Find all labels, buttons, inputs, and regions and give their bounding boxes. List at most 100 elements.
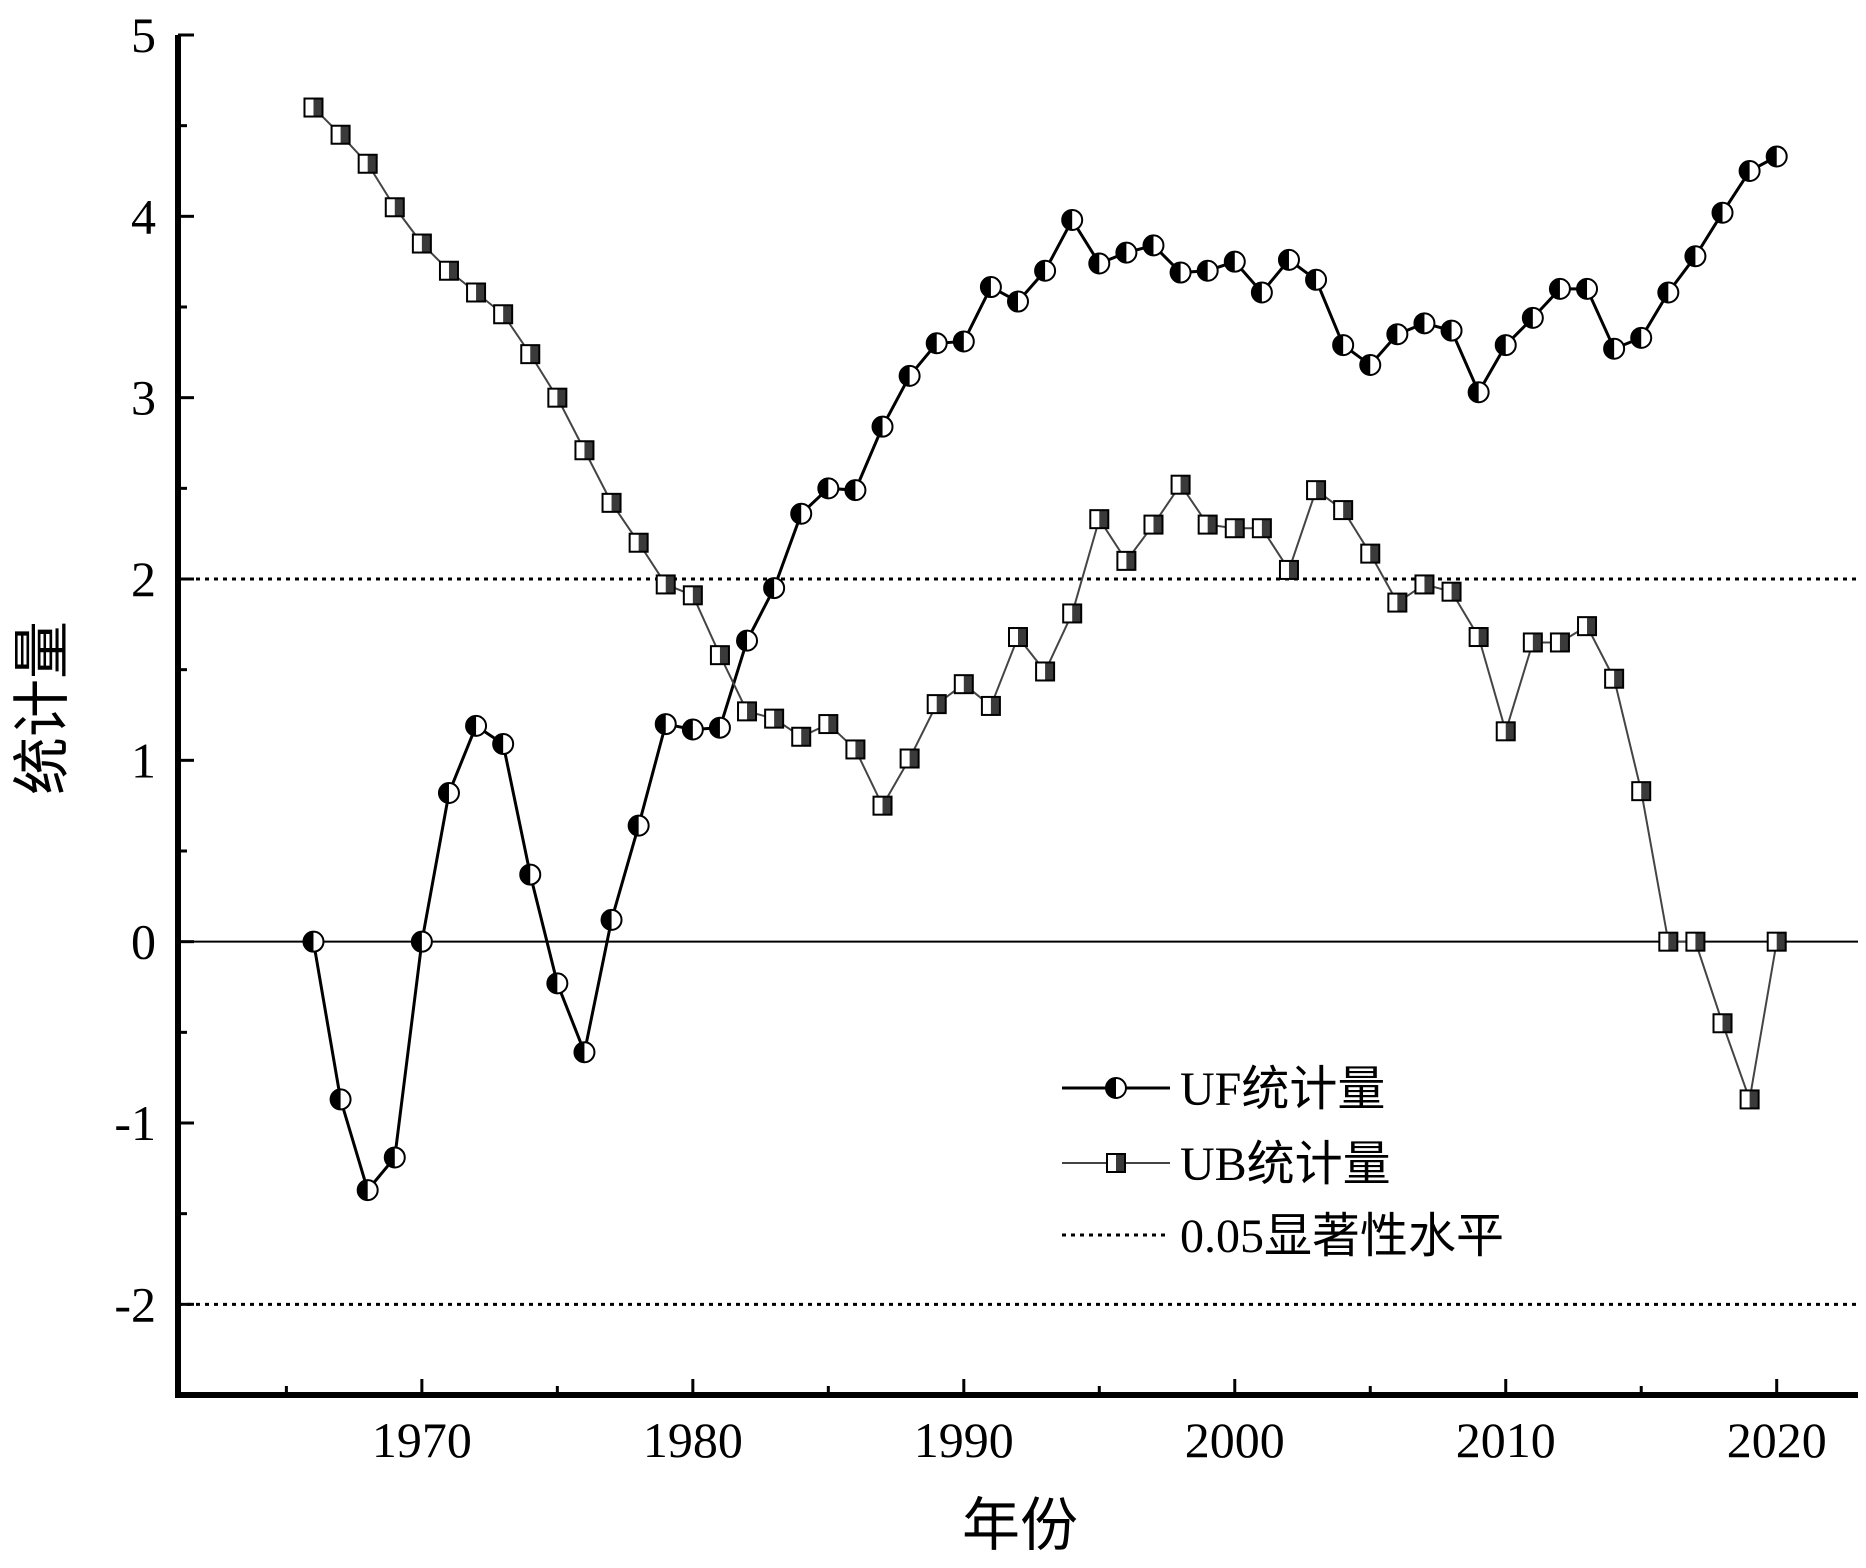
marker-outline [1738, 160, 1761, 182]
marker-half [1505, 722, 1515, 741]
x-axis-title: 年份 [962, 1491, 1078, 1559]
marker-outline [438, 260, 459, 281]
marker-half [845, 480, 856, 501]
marker-outline [1170, 474, 1191, 495]
marker-half [448, 261, 458, 280]
data-point-ub [1062, 603, 1083, 624]
marker-half [1018, 628, 1027, 647]
marker-outline [574, 440, 595, 461]
marker-outline [1494, 334, 1517, 357]
data-point-uf [1684, 245, 1707, 268]
marker-half [980, 277, 991, 298]
data-point-ub [1766, 931, 1787, 952]
marker-half [1495, 335, 1506, 356]
marker-outline [1169, 261, 1192, 284]
data-point-uf [1007, 290, 1029, 313]
marker-half [1478, 628, 1488, 647]
data-point-ub [1333, 500, 1354, 521]
data-point-ub [980, 695, 1001, 716]
data-point-uf [302, 930, 325, 953]
data-point-uf [1250, 281, 1273, 304]
data-point-ub [1306, 480, 1327, 501]
marker-half [963, 675, 973, 694]
marker-outline [1467, 381, 1490, 404]
marker-outline [655, 574, 676, 595]
marker-outline [1711, 201, 1734, 224]
marker-half [1658, 282, 1669, 303]
data-point-ub [845, 739, 866, 760]
data-point-uf [437, 781, 460, 804]
marker-half [1387, 324, 1398, 345]
marker-half [1641, 782, 1651, 801]
data-point-uf [627, 814, 650, 837]
marker-half [1306, 269, 1317, 290]
marker-half [1577, 278, 1588, 299]
marker-half [503, 305, 513, 324]
marker-outline [817, 477, 840, 500]
data-point-ub [1549, 632, 1570, 653]
marker-half [1261, 519, 1271, 538]
marker-outline [465, 714, 488, 737]
legend-marker-ub [1106, 1153, 1126, 1173]
legend: UF统计量 UB统计量 0.05显著性水平 [1062, 1063, 1504, 1263]
marker-outline [791, 726, 812, 747]
marker-half [584, 441, 594, 460]
data-point-uf [844, 479, 867, 502]
marker-half [530, 345, 540, 364]
marker-outline [1277, 248, 1300, 271]
marker-half [774, 709, 784, 728]
marker-outline [1766, 931, 1787, 952]
marker-half [1045, 662, 1055, 681]
marker-half [655, 714, 666, 735]
data-point-ub [1035, 661, 1056, 682]
marker-half [1316, 481, 1326, 500]
data-point-ub [574, 440, 595, 461]
data-point-uf [979, 276, 1002, 299]
marker-outline [1549, 632, 1570, 653]
data-point-uf [1630, 326, 1653, 349]
data-point-uf [708, 716, 731, 739]
marker-outline [330, 124, 351, 145]
marker-half [340, 125, 350, 144]
marker-outline [1223, 250, 1246, 273]
marker-outline [1034, 259, 1057, 282]
marker-half [665, 575, 675, 594]
series-uf [302, 145, 1788, 1202]
marker-half [367, 154, 377, 173]
marker-half [1559, 633, 1569, 652]
data-point-ub [1360, 543, 1381, 564]
data-point-uf [1359, 354, 1382, 377]
marker-half [1360, 355, 1371, 376]
legend-label-ub: UB统计量 [1180, 1138, 1391, 1191]
data-point-uf [654, 713, 677, 736]
data-point-uf [1061, 208, 1084, 231]
marker-half [1451, 582, 1461, 601]
data-point-ub [1495, 721, 1516, 742]
marker-half [1278, 249, 1289, 270]
marker-outline [1577, 616, 1598, 637]
marker-half [791, 503, 802, 524]
marker-outline [383, 1146, 406, 1169]
data-point-ub [818, 714, 839, 735]
marker-outline [1685, 931, 1706, 952]
data-point-uf [1765, 145, 1788, 168]
marker-outline [654, 713, 677, 736]
marker-half [574, 1042, 585, 1063]
data-point-ub [899, 748, 920, 769]
marker-outline [1657, 281, 1680, 304]
marker-outline [1142, 234, 1165, 257]
data-point-ub [1008, 627, 1028, 648]
marker-outline [1684, 245, 1707, 268]
marker-half [1035, 260, 1046, 281]
data-point-uf [1305, 268, 1328, 291]
marker-outline [980, 695, 1001, 716]
data-point-uf [1142, 234, 1165, 257]
data-point-uf [1738, 160, 1761, 182]
legend-marker-uf-shape [1105, 1077, 1127, 1099]
data-point-ub [1604, 668, 1625, 689]
data-point-uf [519, 863, 542, 886]
marker-half [1712, 202, 1723, 223]
marker-outline [1522, 632, 1543, 653]
marker-half [719, 646, 729, 665]
